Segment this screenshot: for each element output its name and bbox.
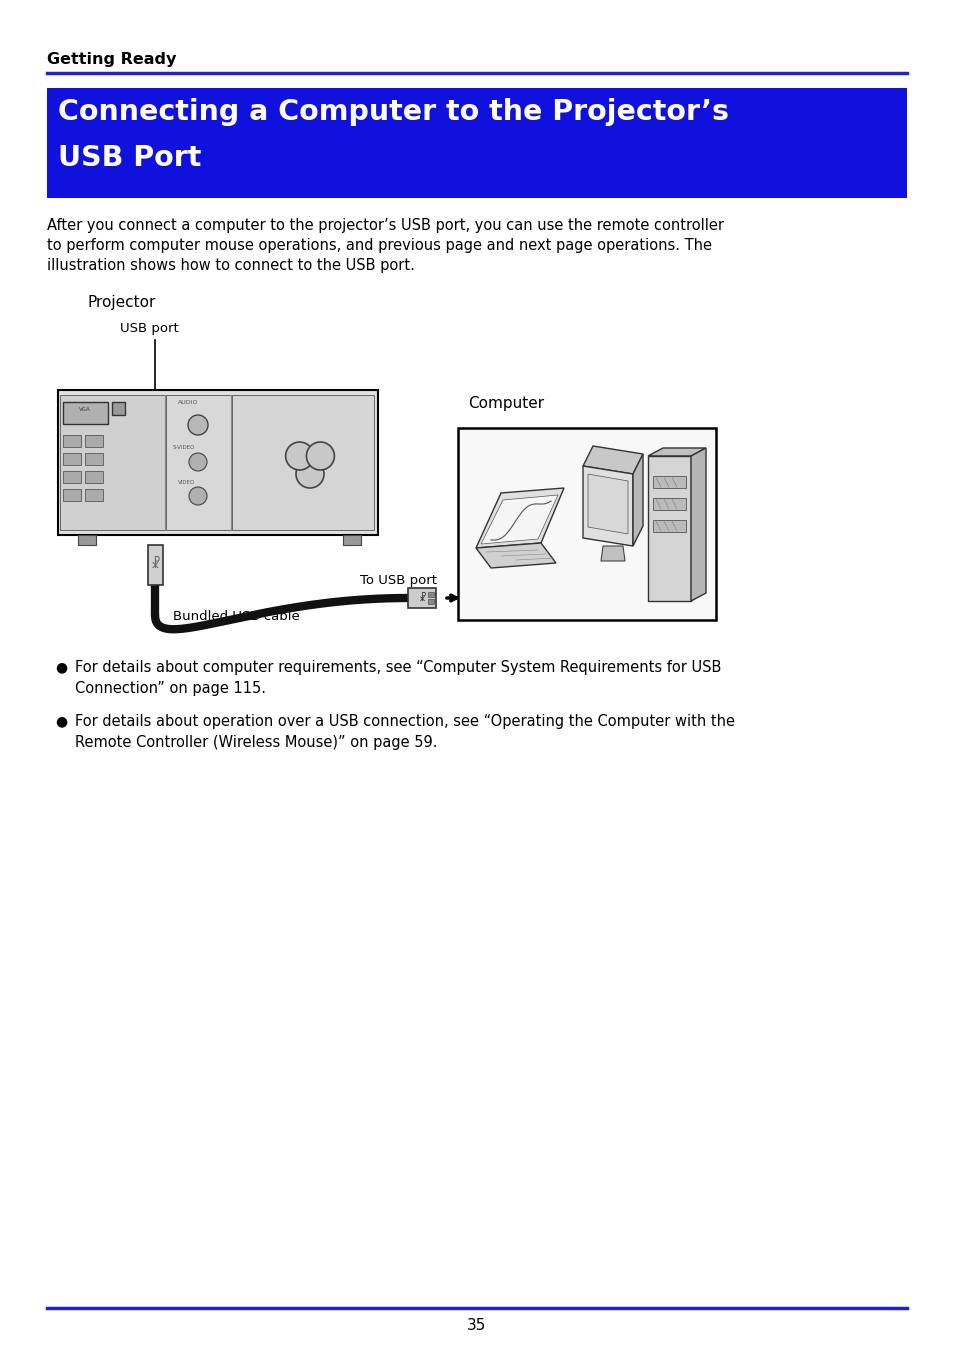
Bar <box>63 470 81 483</box>
Bar <box>343 535 360 545</box>
Polygon shape <box>633 454 642 546</box>
Bar <box>148 545 163 585</box>
Bar <box>85 453 103 465</box>
Text: Connection” on page 115.: Connection” on page 115. <box>75 681 266 696</box>
Bar <box>652 498 685 510</box>
Bar <box>428 599 434 604</box>
Text: USB port: USB port <box>120 322 178 335</box>
Circle shape <box>188 415 208 435</box>
Text: Bundled USB cable: Bundled USB cable <box>172 610 299 623</box>
Text: After you connect a computer to the projector’s USB port, you can use the remote: After you connect a computer to the proj… <box>47 218 723 233</box>
Text: To USB port: To USB port <box>359 575 436 587</box>
Bar <box>63 402 108 425</box>
Text: Connecting a Computer to the Projector’s: Connecting a Computer to the Projector’s <box>58 97 728 126</box>
Polygon shape <box>647 456 690 602</box>
Text: S-VIDEO: S-VIDEO <box>172 445 195 450</box>
Text: illustration shows how to connect to the USB port.: illustration shows how to connect to the… <box>47 258 415 273</box>
Bar <box>85 489 103 502</box>
Text: VIDEO: VIDEO <box>178 480 195 485</box>
Circle shape <box>285 442 314 470</box>
Polygon shape <box>476 544 556 568</box>
Text: For details about computer requirements, see “Computer System Requirements for U: For details about computer requirements,… <box>75 660 720 675</box>
Text: Getting Ready: Getting Ready <box>47 51 176 68</box>
Bar <box>232 395 374 530</box>
Bar <box>78 535 96 545</box>
Bar <box>63 453 81 465</box>
Text: ☧: ☧ <box>417 594 425 603</box>
Text: AUDIO: AUDIO <box>178 400 198 406</box>
Bar <box>63 435 81 448</box>
Circle shape <box>306 442 335 470</box>
Bar <box>63 489 81 502</box>
Circle shape <box>189 487 207 506</box>
Text: ●: ● <box>55 660 67 675</box>
Polygon shape <box>690 448 705 602</box>
Bar <box>652 521 685 531</box>
Text: ☧: ☧ <box>150 558 160 572</box>
Circle shape <box>295 460 324 488</box>
Text: ●: ● <box>55 714 67 727</box>
Polygon shape <box>582 466 633 546</box>
Bar <box>60 395 165 530</box>
Bar <box>652 476 685 488</box>
Text: For details about operation over a USB connection, see “Operating the Computer w: For details about operation over a USB c… <box>75 714 734 729</box>
Text: 35: 35 <box>467 1318 486 1333</box>
Bar <box>58 389 377 535</box>
Bar <box>85 435 103 448</box>
Bar <box>112 402 125 415</box>
Polygon shape <box>600 546 624 561</box>
Bar <box>428 592 434 598</box>
Polygon shape <box>476 488 563 548</box>
Bar <box>47 88 906 197</box>
Bar <box>408 588 436 608</box>
Text: Computer: Computer <box>468 396 543 411</box>
Text: Remote Controller (Wireless Mouse)” on page 59.: Remote Controller (Wireless Mouse)” on p… <box>75 735 437 750</box>
Polygon shape <box>582 446 642 475</box>
Bar <box>166 395 231 530</box>
Text: Projector: Projector <box>88 295 156 310</box>
Text: to perform computer mouse operations, and previous page and next page operations: to perform computer mouse operations, an… <box>47 238 711 253</box>
Polygon shape <box>647 448 705 456</box>
Bar <box>85 470 103 483</box>
Polygon shape <box>480 495 558 544</box>
Circle shape <box>189 453 207 470</box>
Text: VGA: VGA <box>79 407 91 412</box>
Bar <box>457 429 716 621</box>
Text: USB Port: USB Port <box>58 145 201 172</box>
Polygon shape <box>587 475 627 534</box>
